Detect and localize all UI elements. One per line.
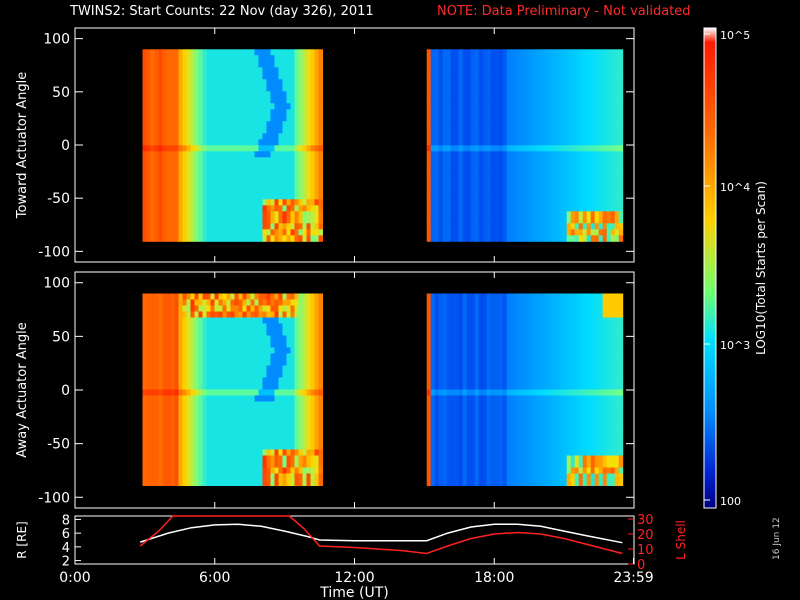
y-tick-label: -50 [47, 437, 70, 453]
x-axis-label: Time (UT) [319, 585, 388, 600]
y-tick-label: 0 [61, 138, 70, 154]
chart-title: TWINS2: Start Counts: 22 Nov (day 326), … [70, 4, 374, 19]
right-tick-label: 10 [637, 543, 654, 558]
left-tick-label: 8 [62, 513, 70, 528]
heatmap-block [142, 293, 323, 486]
y-tick-label: 100 [43, 32, 70, 48]
colorbar-tick-label: 10^4 [720, 181, 750, 194]
y-tick-label: -100 [38, 244, 70, 260]
heatmap-block [426, 49, 624, 242]
y-axis-label: Away Actuator Angle [15, 322, 30, 457]
y-tick-label: 100 [43, 276, 70, 292]
x-tick-label: 6:00 [199, 570, 230, 586]
right-tick-label: 0 [637, 558, 645, 573]
x-tick-label: 23:59 [613, 570, 653, 586]
colorbar-ticks: 10^5 10^4 10^3 100 [704, 29, 750, 508]
y-tick-label: -50 [47, 191, 70, 207]
right-axis-label: L Shell [674, 520, 688, 560]
y-axis-label: Toward Actuator Angle [15, 72, 30, 219]
left-tick-label: 4 [62, 541, 70, 556]
heatmap-block [142, 49, 323, 242]
heatmap-block [426, 293, 624, 486]
left-tick-label: 6 [62, 527, 70, 542]
colorbar: 10^5 10^4 10^3 100 LOG10(Total Starts per S… [703, 27, 768, 509]
colorbar-gradient [703, 27, 717, 509]
x-tick-label: 0:00 [59, 570, 90, 586]
colorbar-tick-label: 10^5 [720, 29, 750, 42]
radius-line [139, 523, 623, 544]
x-tick-label: 18:00 [474, 570, 514, 586]
right-tick-label: 30 [637, 513, 654, 528]
left-axis-label: R [RE] [15, 521, 29, 558]
x-tick-label: 12:00 [334, 570, 374, 586]
left-tick-label: 2 [62, 555, 70, 570]
colorbar-label: LOG10(Total Starts per Scan) [754, 181, 768, 355]
y-tick-label: 50 [52, 329, 70, 345]
colorbar-tick-label: 10^3 [720, 339, 750, 352]
y-tick-label: 0 [61, 383, 70, 399]
right-tick-label: 20 [637, 528, 654, 543]
away-heatmap-panel: 100 50 0 -50 -100 Away Actuator Angle [15, 271, 635, 509]
toward-heatmap-panel: 100 50 0 -50 -100 Toward Actuator Angle [15, 27, 635, 263]
preliminary-note: NOTE: Data Preliminary - Not validated [437, 4, 691, 19]
y-tick-label: -100 [38, 490, 70, 506]
colorbar-tick-label: 100 [720, 495, 741, 508]
y-tick-label: 50 [52, 85, 70, 101]
l-shell-line [139, 515, 623, 555]
